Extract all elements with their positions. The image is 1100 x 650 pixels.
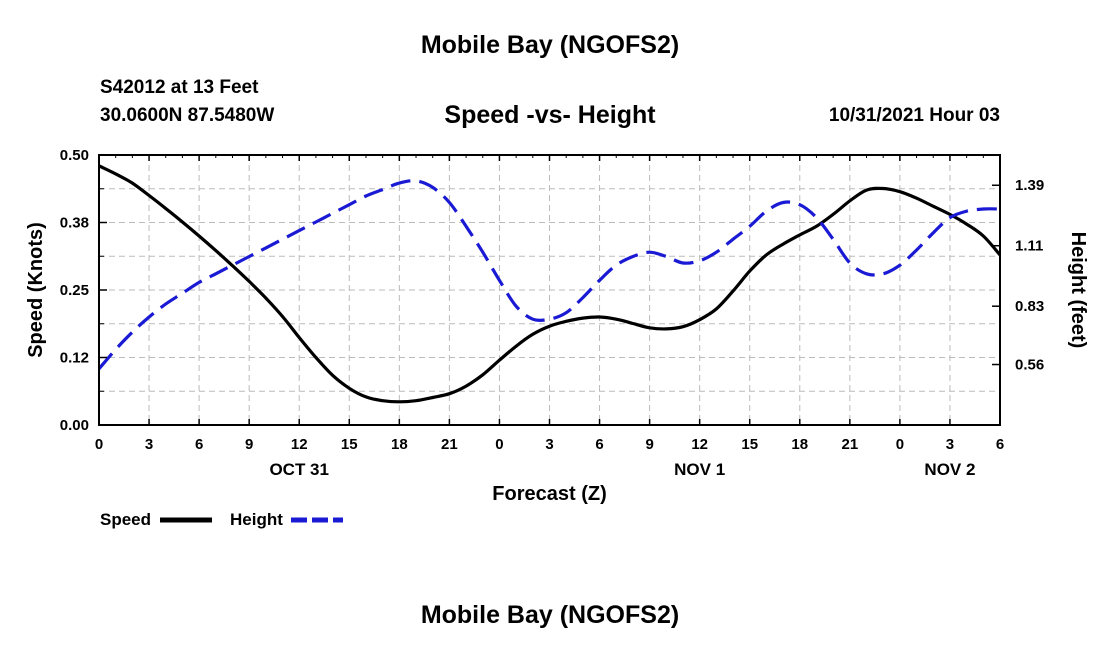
y-left-tick-label: 0.00 [60, 417, 89, 434]
x-tick-label: 18 [391, 436, 408, 453]
x-tick-label: 6 [595, 436, 603, 453]
x-tick-label: 21 [841, 436, 858, 453]
x-tick-label: 0 [896, 436, 904, 453]
y-right-tick-label: 1.39 [1015, 177, 1044, 194]
x-tick-label: 18 [791, 436, 808, 453]
x-tick-label: 0 [95, 436, 103, 453]
legend-height-label: Height [230, 510, 283, 529]
x-date-label: NOV 1 [674, 460, 725, 479]
y-right-tick-label: 1.11 [1015, 238, 1043, 255]
x-date-label: NOV 2 [924, 460, 975, 479]
x-tick-label: 9 [245, 436, 253, 453]
series-lines [97, 164, 1002, 404]
grid [99, 155, 1000, 425]
y-left-tick-label: 0.38 [60, 215, 89, 232]
station-label: S42012 at 13 Feet [100, 77, 259, 98]
forecast-datetime: 10/31/2021 Hour 03 [828, 105, 1000, 126]
x-tick-label: 3 [545, 436, 553, 453]
x-tick-label: 12 [691, 436, 708, 453]
x-tick-label: 0 [495, 436, 503, 453]
y-left-axis-title: Speed (Knots) [25, 222, 47, 358]
axes: 0 3 6 9 12 15 18 21 0 3 6 9 12 15 18 21 0 3 6 OCT 31 NOV 1 NO… [25, 147, 1089, 505]
x-tick-label: 15 [741, 436, 758, 453]
x-tick-label: 6 [996, 436, 1004, 453]
x-tick-label: 3 [145, 436, 153, 453]
legend: Speed Height [100, 510, 343, 529]
x-date-label: OCT 31 [269, 460, 329, 479]
legend-speed-label: Speed [100, 510, 151, 529]
y-right-tick-label: 0.56 [1015, 357, 1044, 374]
y-right-tick-label: 0.83 [1015, 298, 1044, 315]
series-line-speed [98, 164, 1002, 404]
x-tick-label: 21 [441, 436, 458, 453]
y-left-tick-label: 0.12 [60, 350, 89, 367]
y-left-tick-label: 0.50 [60, 147, 89, 164]
x-tick-label: 9 [645, 436, 653, 453]
y-left-tick-label: 0.25 [60, 282, 89, 299]
x-tick-label: 12 [291, 436, 308, 453]
chart-title: Mobile Bay (NGOFS2) [420, 31, 680, 59]
series-line-height [97, 179, 1001, 370]
x-axis-title: Forecast (Z) [492, 483, 606, 505]
x-tick-label: 3 [946, 436, 954, 453]
x-tick-label: 6 [195, 436, 203, 453]
y-right-axis-title: Height (feet) [1067, 232, 1089, 349]
x-tick-label: 15 [341, 436, 358, 453]
chart-subtitle: Speed -vs- Height [444, 101, 656, 129]
coordinates-label: 30.0600N 87.5480W [100, 105, 275, 126]
footer-title: Mobile Bay (NGOFS2) [420, 601, 680, 629]
